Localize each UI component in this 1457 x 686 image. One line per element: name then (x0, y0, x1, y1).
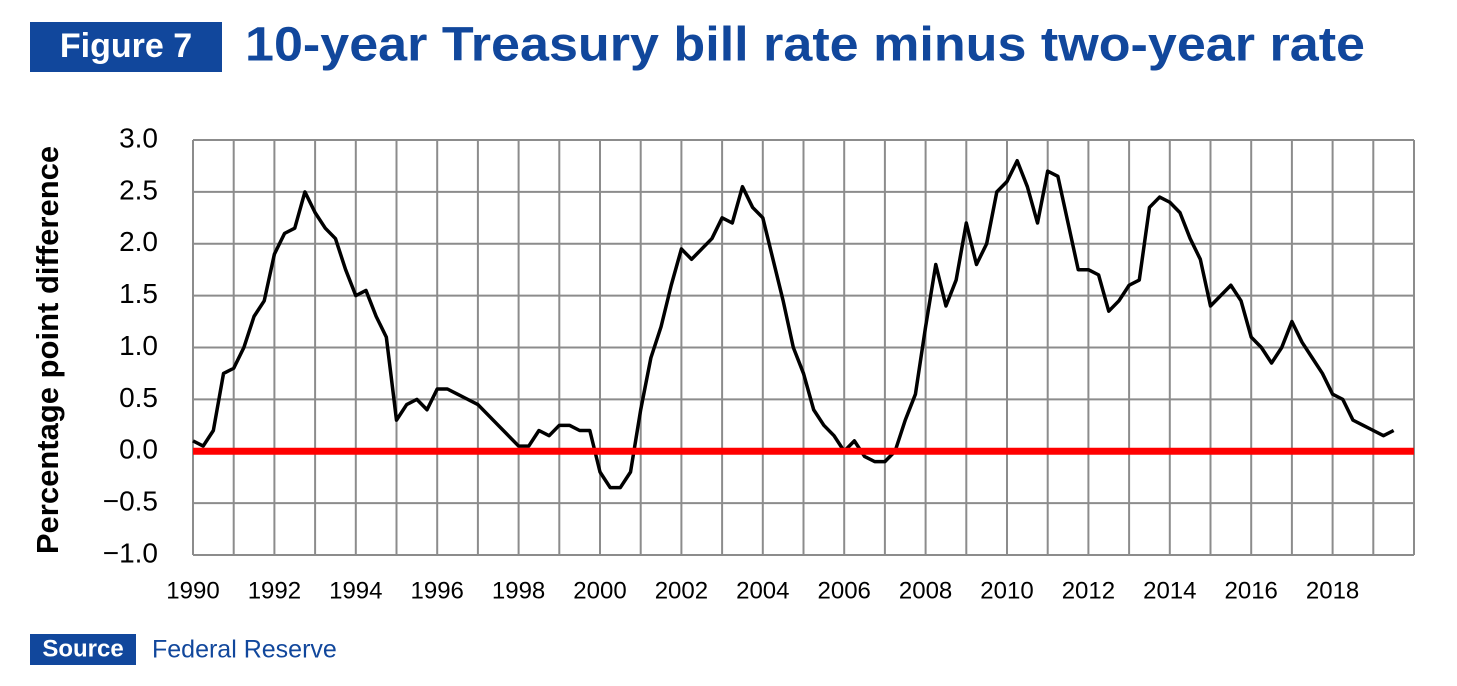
y-tick-label: 0.0 (119, 434, 158, 465)
x-tick-label: 2004 (736, 577, 789, 604)
y-tick-label: −0.5 (103, 486, 158, 517)
x-tick-label: 2000 (573, 577, 626, 604)
x-tick-label: 1990 (166, 577, 219, 604)
source: Federal Reserve (152, 636, 337, 664)
figure-label: Figure 7 (60, 27, 192, 65)
data-line (192, 159, 1395, 490)
x-tick-label: 2012 (1062, 577, 1115, 604)
x-tick-label: 2016 (1225, 577, 1278, 604)
chart-title: 10-year Treasury bill rate minus two-yea… (245, 19, 1365, 72)
x-tick-label: 2014 (1143, 577, 1196, 604)
x-tick-label: 2018 (1306, 577, 1359, 604)
source-label: Source (42, 635, 123, 662)
x-tick-label: 2002 (655, 577, 708, 604)
x-tick-label: 1994 (329, 577, 382, 604)
y-tick-label: 0.5 (119, 382, 158, 413)
y-tick-label: −1.0 (103, 537, 158, 568)
x-tick-label: 2010 (980, 577, 1033, 604)
y-tick-label: 2.0 (119, 226, 158, 257)
x-tick-label: 1996 (411, 577, 464, 604)
x-tick-label: 2008 (899, 577, 952, 604)
y-tick-label: 1.5 (119, 278, 158, 309)
x-tick-label: 1998 (492, 577, 545, 604)
y-axis-label: Percentage point difference (30, 146, 65, 554)
source-label-box (30, 634, 136, 665)
x-tick-label: 1992 (248, 577, 301, 604)
y-tick-label: 3.0 (119, 122, 158, 153)
figure-label-box (30, 22, 222, 72)
y-tick-label: 2.5 (119, 174, 158, 205)
x-tick-label: 2006 (818, 577, 871, 604)
y-tick-label: 1.0 (119, 330, 158, 361)
